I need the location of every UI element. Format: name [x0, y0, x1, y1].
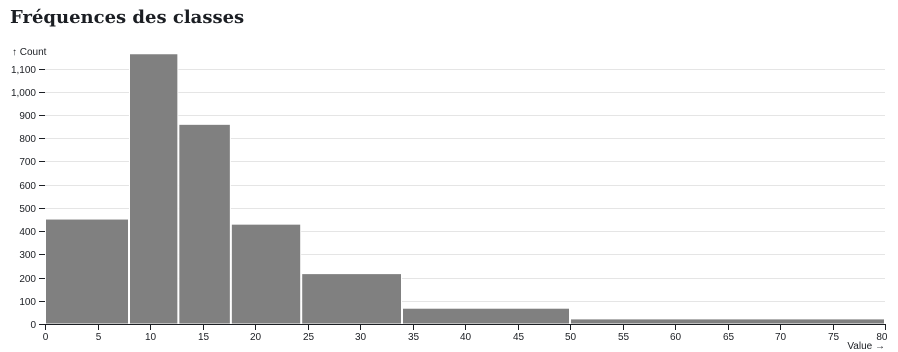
y-tick-label: 800	[19, 134, 36, 145]
histogram-bar	[230, 223, 302, 325]
histogram-bar	[301, 273, 403, 325]
histogram-bar	[129, 53, 179, 325]
y-tick-label: 100	[19, 297, 36, 308]
y-tick-label: 700	[19, 157, 36, 168]
x-tick-label: 80	[876, 332, 888, 343]
x-tick-label: 55	[618, 332, 630, 343]
x-tick-label: 40	[460, 332, 472, 343]
x-axis-label: Value →	[847, 341, 885, 352]
x-tick-label: 20	[250, 332, 262, 343]
chart-title: Fréquences des classes	[10, 7, 245, 28]
histogram-bar	[45, 218, 129, 325]
y-tick-label: 400	[19, 227, 36, 238]
y-tick-label: 1,100	[11, 65, 36, 76]
x-tick-label: 50	[565, 332, 577, 343]
x-tick-label: 30	[355, 332, 367, 343]
y-tick-label: 200	[19, 274, 36, 285]
x-tick-label: 0	[43, 332, 49, 343]
y-tick-label: 300	[19, 250, 36, 261]
x-tick-label: 70	[775, 332, 787, 343]
histogram-bar	[570, 318, 885, 325]
histogram-bar	[402, 307, 570, 325]
x-tick-label: 60	[670, 332, 682, 343]
y-tick-label: 1,000	[11, 88, 36, 99]
histogram-bars	[45, 53, 885, 325]
x-tick-label: 25	[303, 332, 315, 343]
y-tick-label: 500	[19, 204, 36, 215]
x-axis: 0 5 10 15 20 25 30 35 40 45 50 55 60 65 70 75 80	[43, 324, 888, 343]
grid-lines	[45, 69, 885, 302]
y-axis: 0 100 200 300 400 500 600 700 800 900 1,000 1,100	[11, 65, 45, 331]
y-tick-label: 0	[30, 320, 36, 331]
x-tick-label: 5	[96, 332, 102, 343]
y-tick-label: 600	[19, 181, 36, 192]
y-tick-label: 900	[19, 111, 36, 122]
x-tick-label: 35	[408, 332, 420, 343]
x-tick-label: 75	[828, 332, 840, 343]
histogram-bar	[178, 123, 231, 325]
x-tick-label: 10	[145, 332, 157, 343]
y-axis-label: ↑ Count	[12, 47, 47, 58]
x-tick-label: 45	[513, 332, 525, 343]
x-tick-label: 15	[198, 332, 210, 343]
x-tick-label: 65	[723, 332, 735, 343]
